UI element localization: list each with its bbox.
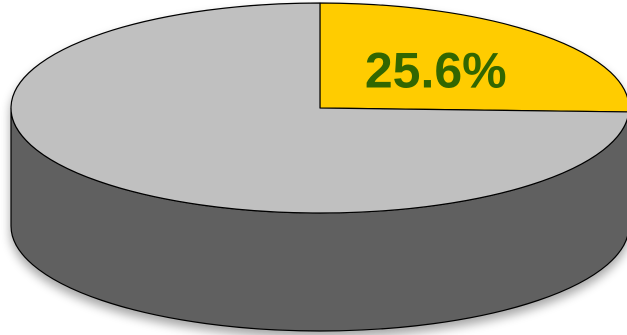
pie-group: 25.6%	[10, 2, 627, 332]
pie-top-face	[10, 2, 627, 214]
pie-labels: 25.6%	[365, 42, 507, 98]
pie-slice-0	[319, 2, 627, 113]
pie-slice-1	[10, 2, 627, 214]
pie-slice-label-0: 25.6%	[365, 42, 507, 98]
